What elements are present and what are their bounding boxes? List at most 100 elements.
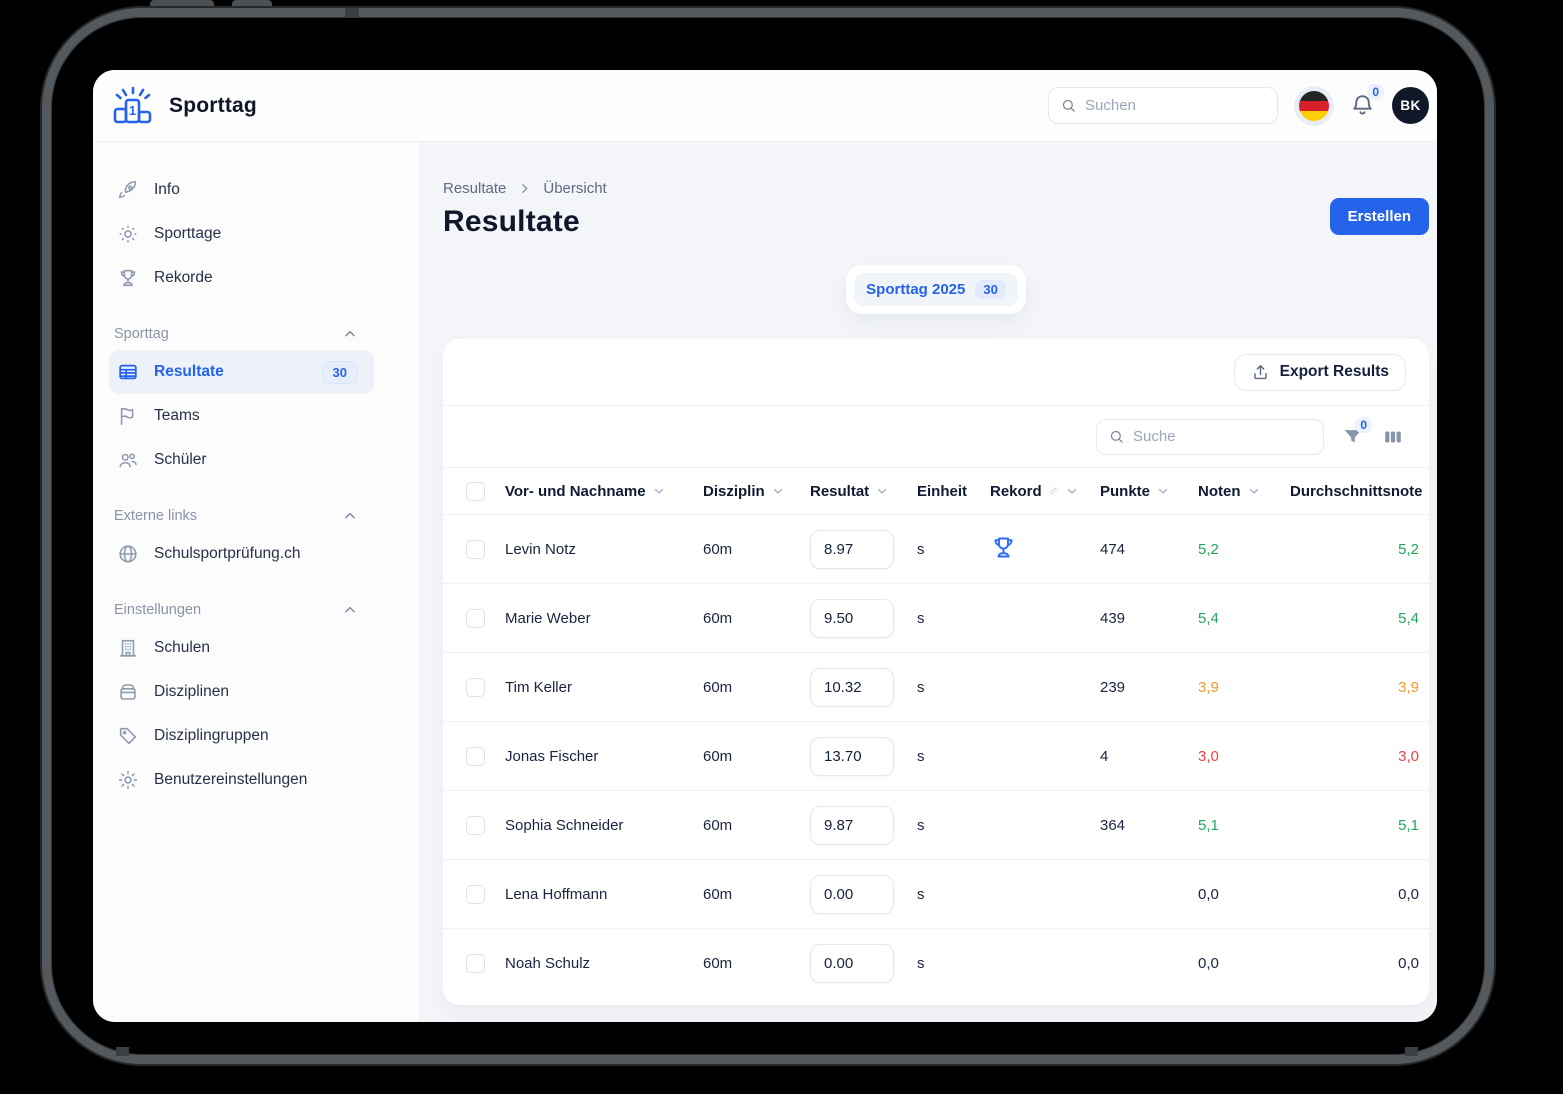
resultate-count-badge: 30	[321, 360, 358, 384]
rekord-cell	[990, 534, 1100, 565]
columns-button[interactable]	[1382, 426, 1404, 448]
result-input[interactable]	[810, 529, 894, 569]
sidebar-item-benutzereinstellungen[interactable]: Benutzereinstellungen	[93, 758, 419, 802]
row-checkbox[interactable]	[466, 746, 485, 766]
einheit-value: s	[917, 885, 925, 903]
punkte-value: 439	[1100, 609, 1126, 627]
row-checkbox[interactable]	[466, 677, 485, 697]
search-icon	[1110, 430, 1123, 443]
filter-button[interactable]: 0	[1342, 416, 1372, 448]
column-header-resultat[interactable]: Resultat	[810, 483, 917, 500]
row-checkbox[interactable]	[466, 608, 485, 628]
student-name: Lena Hoffmann	[505, 885, 608, 903]
tablet-volume-button	[150, 0, 214, 10]
sidebar-item-label: Disziplinen	[154, 683, 229, 700]
event-tab-sporttag-2025[interactable]: Sporttag 2025 30	[854, 273, 1018, 306]
einheit-value: s	[917, 816, 925, 834]
column-header-punkte[interactable]: Punkte	[1100, 483, 1198, 500]
result-input[interactable]	[810, 944, 894, 983]
table-row: Noah Schulz 60m s 0,0 0,0	[443, 929, 1429, 998]
column-header-rekord[interactable]: Rekord ♂	[990, 483, 1100, 500]
sidebar-item-info[interactable]: Info	[93, 168, 419, 212]
column-header-select	[466, 481, 505, 501]
noten-value: 5,4	[1198, 609, 1219, 627]
create-button[interactable]: Erstellen	[1329, 198, 1429, 235]
avatar-initials: BK	[1400, 98, 1421, 113]
result-input[interactable]	[810, 736, 894, 776]
language-switcher[interactable]	[1294, 85, 1334, 126]
export-results-button[interactable]: Export Results	[1233, 353, 1406, 391]
sidebar-item-sporttage[interactable]: Sporttage	[93, 212, 419, 256]
disziplin-value: 60m	[703, 540, 733, 558]
germany-flag-icon	[1299, 90, 1329, 121]
search-icon	[1062, 99, 1075, 112]
disziplin-value: 60m	[703, 678, 733, 696]
punkte-value: 474	[1100, 540, 1126, 558]
sort-chevron-icon[interactable]	[652, 484, 666, 498]
sidebar-item-label: Resultate	[154, 363, 224, 380]
sidebar-section-einstellungen[interactable]: Einstellungen	[93, 602, 419, 626]
app-name: Sporttag	[169, 93, 257, 117]
user-avatar[interactable]: BK	[1392, 87, 1429, 124]
column-header-noten[interactable]: Noten	[1198, 483, 1290, 500]
durchschnittsnote-value: 3,0	[1398, 747, 1419, 765]
breadcrumb-uebersicht[interactable]: Übersicht	[543, 180, 607, 197]
einheit-value: s	[917, 540, 925, 558]
sort-chevron-icon[interactable]	[771, 484, 785, 498]
result-input[interactable]	[810, 598, 894, 638]
sort-chevron-icon[interactable]	[875, 484, 889, 498]
column-label: Noten	[1198, 482, 1241, 500]
sidebar-item-schulen[interactable]: Schulen	[93, 626, 419, 670]
global-search[interactable]	[1048, 87, 1278, 124]
table-search[interactable]	[1096, 418, 1324, 455]
select-all-checkbox[interactable]	[466, 481, 485, 501]
gear-icon	[118, 770, 138, 790]
sidebar-item-disziplinen[interactable]: Disziplinen	[93, 670, 419, 714]
sort-chevron-icon[interactable]	[1156, 484, 1170, 498]
einheit-value: s	[917, 955, 925, 972]
row-checkbox[interactable]	[466, 539, 485, 559]
sort-chevron-icon[interactable]	[1247, 484, 1261, 498]
sidebar-item-disziplingruppen[interactable]: Disziplingruppen	[93, 714, 419, 758]
table-row: Lena Hoffmann 60m s 0,0 0,0	[443, 860, 1429, 929]
einheit-value: s	[917, 609, 925, 627]
sidebar-section-sporttag[interactable]: Sporttag	[93, 326, 419, 350]
sidebar-item-teams[interactable]: Teams	[93, 394, 419, 438]
result-input[interactable]	[810, 805, 894, 845]
durchschnittsnote-value: 5,4	[1398, 609, 1419, 627]
durchschnittsnote-value: 5,2	[1398, 540, 1419, 558]
row-checkbox[interactable]	[466, 815, 485, 835]
notification-count-badge: 0	[1367, 83, 1384, 100]
sidebar-item-label: Disziplingruppen	[154, 727, 269, 744]
column-header-disziplin[interactable]: Disziplin	[703, 483, 810, 500]
notifications-button[interactable]: 0	[1350, 83, 1384, 119]
result-input[interactable]	[810, 667, 894, 707]
table-search-input[interactable]	[1132, 428, 1311, 445]
noten-value: 0,0	[1198, 955, 1219, 972]
noten-value: 3,0	[1198, 747, 1219, 765]
sidebar-item-schulsportpruefung[interactable]: Schulsportprüfung.ch	[93, 532, 419, 576]
punkte-value: 239	[1100, 678, 1126, 696]
sort-chevron-icon[interactable]	[1065, 484, 1079, 498]
student-name: Jonas Fischer	[505, 747, 599, 765]
student-name: Noah Schulz	[505, 955, 591, 972]
breadcrumb-resultate[interactable]: Resultate	[443, 180, 507, 197]
sidebar-item-rekorde[interactable]: Rekorde	[93, 256, 419, 300]
sidebar-item-label: Schüler	[154, 451, 207, 468]
section-title: Einstellungen	[114, 602, 202, 618]
sidebar-item-resultate[interactable]: Resultate 30	[109, 350, 374, 394]
sidebar-item-schueler[interactable]: Schüler	[93, 438, 419, 482]
chevron-up-icon	[345, 330, 355, 337]
row-checkbox[interactable]	[466, 954, 485, 973]
result-input[interactable]	[810, 874, 894, 914]
building-icon	[119, 639, 137, 657]
column-header-name[interactable]: Vor- und Nachname	[505, 483, 703, 500]
users-icon	[119, 453, 137, 468]
global-search-input[interactable]	[1085, 97, 1265, 114]
sidebar-section-externe-links[interactable]: Externe links	[93, 508, 419, 532]
row-checkbox[interactable]	[466, 884, 485, 904]
app-logo[interactable]: 1 Sporttag	[110, 85, 257, 127]
column-label: Punkte	[1100, 482, 1151, 500]
